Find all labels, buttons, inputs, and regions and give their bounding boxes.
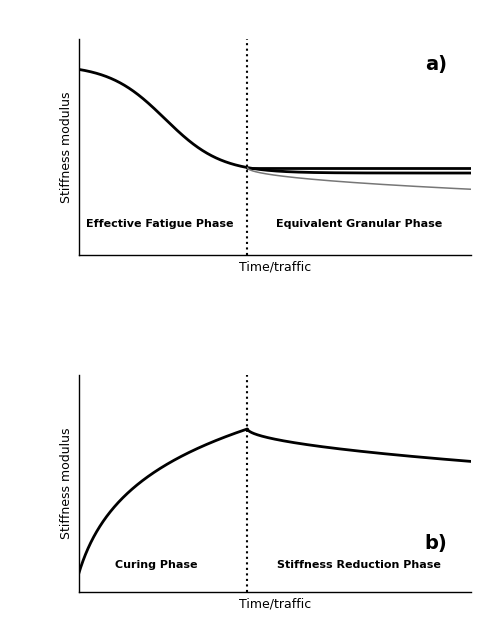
Y-axis label: Stiffness modulus: Stiffness modulus [60, 91, 73, 203]
Text: Effective Fatigue Phase: Effective Fatigue Phase [86, 219, 233, 230]
Text: b): b) [425, 534, 447, 554]
X-axis label: Time/traffic: Time/traffic [239, 597, 311, 610]
Text: Stiffness Reduction Phase: Stiffness Reduction Phase [277, 560, 441, 570]
Text: a): a) [425, 55, 447, 74]
X-axis label: Time/traffic: Time/traffic [239, 261, 311, 274]
Y-axis label: Stiffness modulus: Stiffness modulus [60, 428, 73, 539]
Text: Equivalent Granular Phase: Equivalent Granular Phase [276, 219, 442, 230]
Text: Curing Phase: Curing Phase [115, 560, 197, 570]
